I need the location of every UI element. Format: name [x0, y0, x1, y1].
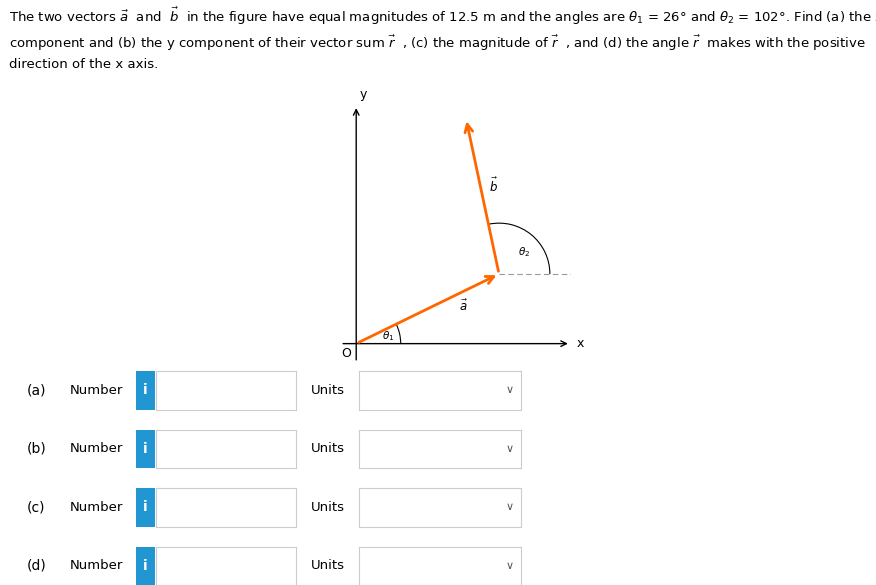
Text: Units: Units [311, 559, 345, 573]
Text: (b): (b) [26, 442, 46, 456]
Text: Number: Number [70, 384, 124, 397]
Text: O: O [342, 347, 351, 360]
Text: (a): (a) [26, 384, 46, 397]
Text: y: y [359, 88, 367, 101]
Text: $\vec{a}$: $\vec{a}$ [458, 299, 468, 314]
Text: Units: Units [311, 442, 345, 456]
Text: Number: Number [70, 559, 124, 573]
Text: i: i [143, 384, 148, 397]
Text: ∨: ∨ [505, 503, 514, 512]
Text: (d): (d) [26, 559, 46, 573]
Text: ∨: ∨ [505, 386, 514, 395]
Text: The two vectors $\vec{a}$  and  $\vec{b}$  in the figure have equal magnitudes o: The two vectors $\vec{a}$ and $\vec{b}$ … [9, 5, 876, 71]
Text: i: i [143, 501, 148, 514]
Text: $\theta_2$: $\theta_2$ [518, 245, 530, 259]
Text: i: i [143, 559, 148, 573]
Text: Units: Units [311, 501, 345, 514]
Text: Units: Units [311, 384, 345, 397]
Text: $\vec{b}$: $\vec{b}$ [489, 177, 498, 194]
Text: ∨: ∨ [505, 444, 514, 454]
Text: x: x [577, 337, 584, 350]
Text: Number: Number [70, 442, 124, 456]
Text: Number: Number [70, 501, 124, 514]
Text: ∨: ∨ [505, 561, 514, 571]
Text: i: i [143, 442, 148, 456]
Text: (c): (c) [26, 501, 45, 514]
Text: $\theta_1$: $\theta_1$ [382, 329, 394, 343]
